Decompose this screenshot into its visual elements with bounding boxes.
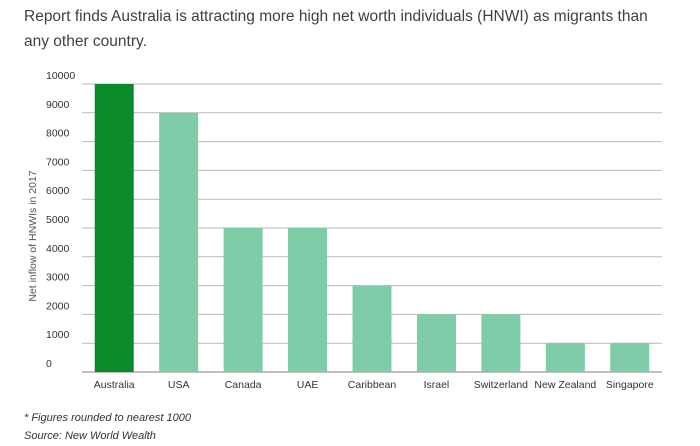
y-tick-label: 1000	[46, 329, 70, 341]
x-axis-labels: Australia USA Canada UAE Caribbean Israel Swit…	[94, 379, 654, 391]
x-tick-label: USA	[168, 379, 190, 391]
y-tick-label: 3000	[46, 272, 70, 284]
y-tick-label: 7000	[46, 156, 70, 168]
x-tick-label: UAE	[297, 379, 319, 391]
y-tick-label: 10000	[46, 70, 75, 82]
source-note: Source: New World Wealth	[24, 430, 156, 442]
bar-singapore	[610, 343, 650, 372]
bar-australia	[94, 84, 134, 372]
y-tick-label: 8000	[46, 128, 70, 140]
y-tick-label: 5000	[46, 214, 70, 226]
bar-usa	[159, 112, 199, 373]
x-tick-label: Switzerland	[474, 379, 528, 391]
y-axis-ticks: 0 1000 2000 3000 4000 5000 6000 7000 8000 9000 100…	[46, 70, 75, 370]
bar-caribbean	[352, 285, 392, 372]
y-tick-label: 6000	[46, 185, 70, 197]
bar-new-zealand	[545, 343, 585, 372]
bar-uae	[288, 228, 328, 372]
bars	[94, 84, 650, 373]
x-tick-label: New Zealand	[534, 379, 596, 391]
bar-switzerland	[481, 314, 521, 372]
x-tick-label: Canada	[225, 379, 262, 391]
y-tick-label: 9000	[46, 99, 70, 111]
footnote: * Figures rounded to nearest 1000	[24, 412, 191, 424]
x-tick-label: Caribbean	[348, 379, 397, 391]
chart-headline: Report finds Australia is attracting mor…	[24, 8, 648, 50]
y-tick-label: 2000	[46, 300, 70, 312]
bar-israel	[416, 314, 456, 372]
bar-canada	[223, 228, 263, 372]
y-axis-title: Net inflow of HNWIs in 2017	[27, 170, 39, 301]
y-tick-label: 4000	[46, 243, 70, 255]
x-tick-label: Australia	[94, 379, 135, 391]
y-tick-label: 0	[46, 358, 52, 370]
x-tick-label: Israel	[424, 379, 450, 391]
x-tick-label: Singapore	[606, 379, 654, 391]
